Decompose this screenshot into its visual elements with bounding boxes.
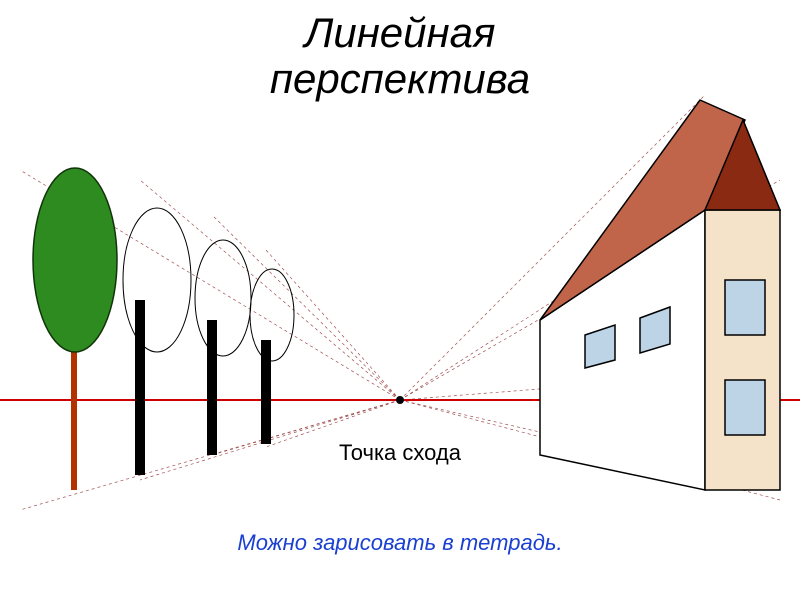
house [540,100,780,490]
footer-note: Можно зарисовать в тетрадь. [0,530,800,556]
vanishing-point-label: Точка схода [0,440,800,466]
vanishing-point-dot [396,396,404,404]
perspective-diagram [0,0,800,600]
footer-note-text: Можно зарисовать в тетрадь. [237,530,562,555]
vanishing-point-label-text: Точка схода [339,440,461,465]
